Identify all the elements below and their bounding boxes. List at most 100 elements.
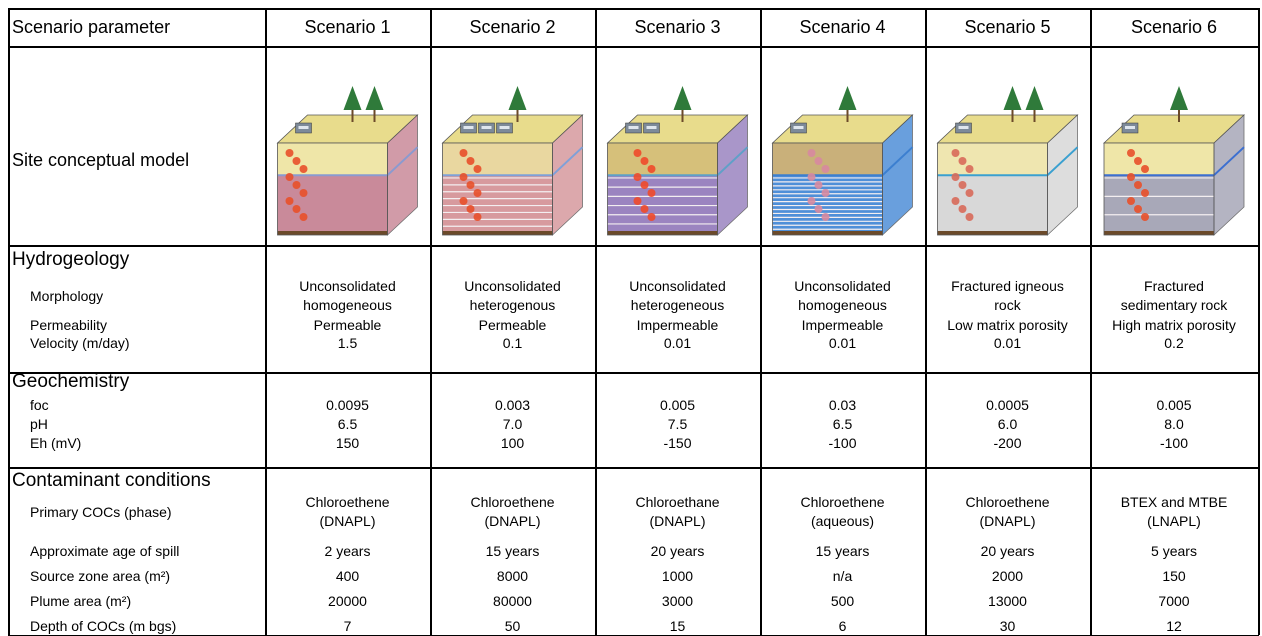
param-label: Velocity (m/day) — [30, 334, 130, 351]
cell-value: 80000 — [493, 592, 532, 609]
cell-value: 0.03 — [828, 396, 857, 413]
rule — [595, 8, 597, 635]
cell-value: 150 — [335, 434, 360, 451]
cell-value: -100 — [1159, 434, 1189, 451]
scenario-header: Scenario 2 — [469, 17, 556, 37]
cell-value: 0.01 — [993, 334, 1022, 351]
param-label: pH — [30, 415, 48, 432]
cell-value: (LNAPL) — [1147, 513, 1201, 529]
cell-value: 5 years — [1151, 542, 1197, 559]
section-title: Geochemistry — [12, 371, 130, 392]
param-label: Source zone area (m²) — [30, 567, 171, 584]
cell-value: 2 years — [324, 542, 371, 559]
site-illustration — [936, 86, 1079, 236]
row-label: Site conceptual model — [12, 150, 190, 170]
cell-value: (DNAPL) — [484, 513, 541, 529]
cell-value: 2000 — [991, 567, 1024, 584]
cell-value: 20000 — [328, 592, 367, 609]
cell-value: 7 — [343, 617, 352, 634]
cell-value: 13000 — [988, 592, 1027, 609]
cell-value: Fractured — [1144, 278, 1204, 294]
cell-value: homogeneous — [798, 297, 887, 313]
cell-value: High matrix porosity — [1112, 316, 1236, 333]
cell-value: Impermeable — [801, 316, 884, 333]
cell-value: 12 — [1166, 617, 1182, 634]
scenario-header: Scenario 6 — [1130, 17, 1218, 37]
cell-value: -200 — [993, 434, 1022, 451]
cell-value: 7.0 — [502, 415, 523, 432]
cell-value: Permeable — [478, 316, 547, 333]
rule — [1258, 8, 1260, 635]
cell-value: 15 — [669, 617, 686, 634]
cell-value: 8.0 — [1164, 415, 1184, 432]
cell-value: 20 years — [650, 542, 705, 559]
cell-value: 6 — [838, 617, 847, 634]
cell-value: Chloroethene — [305, 494, 390, 510]
cell-value: 6.5 — [337, 415, 358, 432]
rule — [8, 8, 10, 635]
cell-value: -150 — [663, 434, 692, 451]
cell-value: (DNAPL) — [649, 513, 706, 529]
cell-value: 15 years — [815, 542, 870, 559]
cell-value: heterogeneous — [630, 297, 725, 313]
rule — [8, 245, 1259, 247]
param-label: Approximate age of spill — [30, 542, 180, 559]
scenario-header: Scenario 4 — [799, 17, 886, 37]
cell-value: sedimentary rock — [1120, 297, 1228, 313]
cell-value: Fractured igneous — [951, 278, 1064, 294]
cell-value: 0.01 — [828, 334, 857, 351]
cell-value: 20 years — [980, 542, 1035, 559]
cell-value: -100 — [828, 434, 857, 451]
cell-value: rock — [994, 297, 1021, 313]
cell-value: Chloroethene — [965, 494, 1050, 510]
scenario-header: Scenario 5 — [964, 17, 1051, 37]
cell-value: 0.005 — [1156, 396, 1192, 413]
rule — [8, 372, 1259, 374]
cell-value: (aqueous) — [810, 513, 875, 529]
param-label: Plume area (m²) — [30, 592, 132, 609]
site-illustration — [1102, 86, 1246, 236]
cell-value: Unconsolidated — [464, 278, 561, 294]
cell-value: 8000 — [496, 567, 529, 584]
cell-value: 400 — [335, 567, 360, 584]
cell-value: n/a — [832, 567, 853, 584]
param-label: Permeability — [30, 316, 108, 333]
section-title: Hydrogeology — [12, 249, 130, 270]
cell-value: Chloroethene — [800, 494, 885, 510]
rule — [265, 8, 267, 635]
scenario-header: Scenario 3 — [634, 17, 721, 37]
header-label: Scenario parameter — [12, 17, 171, 37]
cell-value: 0.01 — [663, 334, 692, 351]
rule — [8, 46, 1259, 48]
cell-value: 150 — [1162, 567, 1186, 584]
cell-value: Unconsolidated — [794, 278, 891, 294]
cell-value: BTEX and MTBE — [1120, 494, 1228, 510]
cell-value: 6.0 — [997, 415, 1018, 432]
cell-value: Unconsolidated — [299, 278, 396, 294]
cell-value: 0.2 — [1164, 334, 1184, 351]
cell-value: 0.1 — [502, 334, 523, 351]
rule — [760, 8, 762, 635]
param-label: Primary COCs (phase) — [30, 503, 172, 520]
rule — [1090, 8, 1092, 635]
site-illustration — [771, 86, 914, 236]
cell-value: Permeable — [313, 316, 382, 333]
cell-value: 0.0095 — [326, 396, 369, 413]
site-illustration — [276, 86, 419, 236]
rule — [925, 8, 927, 635]
cell-value: 1000 — [661, 567, 694, 584]
param-label: Eh (mV) — [30, 434, 82, 451]
cell-value: Low matrix porosity — [947, 316, 1068, 333]
cell-value: 1.5 — [337, 334, 358, 351]
rule — [8, 467, 1259, 469]
site-illustration — [606, 86, 749, 236]
cell-value: (DNAPL) — [319, 513, 376, 529]
cell-value: 50 — [504, 617, 521, 634]
cell-value: heterogenous — [469, 297, 556, 313]
site-illustration — [441, 86, 584, 236]
cell-value: 7000 — [1158, 592, 1190, 609]
cell-value: Chloroethane — [635, 494, 720, 510]
cell-value: 6.5 — [832, 415, 853, 432]
cell-value: 30 — [999, 617, 1016, 634]
cell-value: 0.0005 — [986, 396, 1029, 413]
